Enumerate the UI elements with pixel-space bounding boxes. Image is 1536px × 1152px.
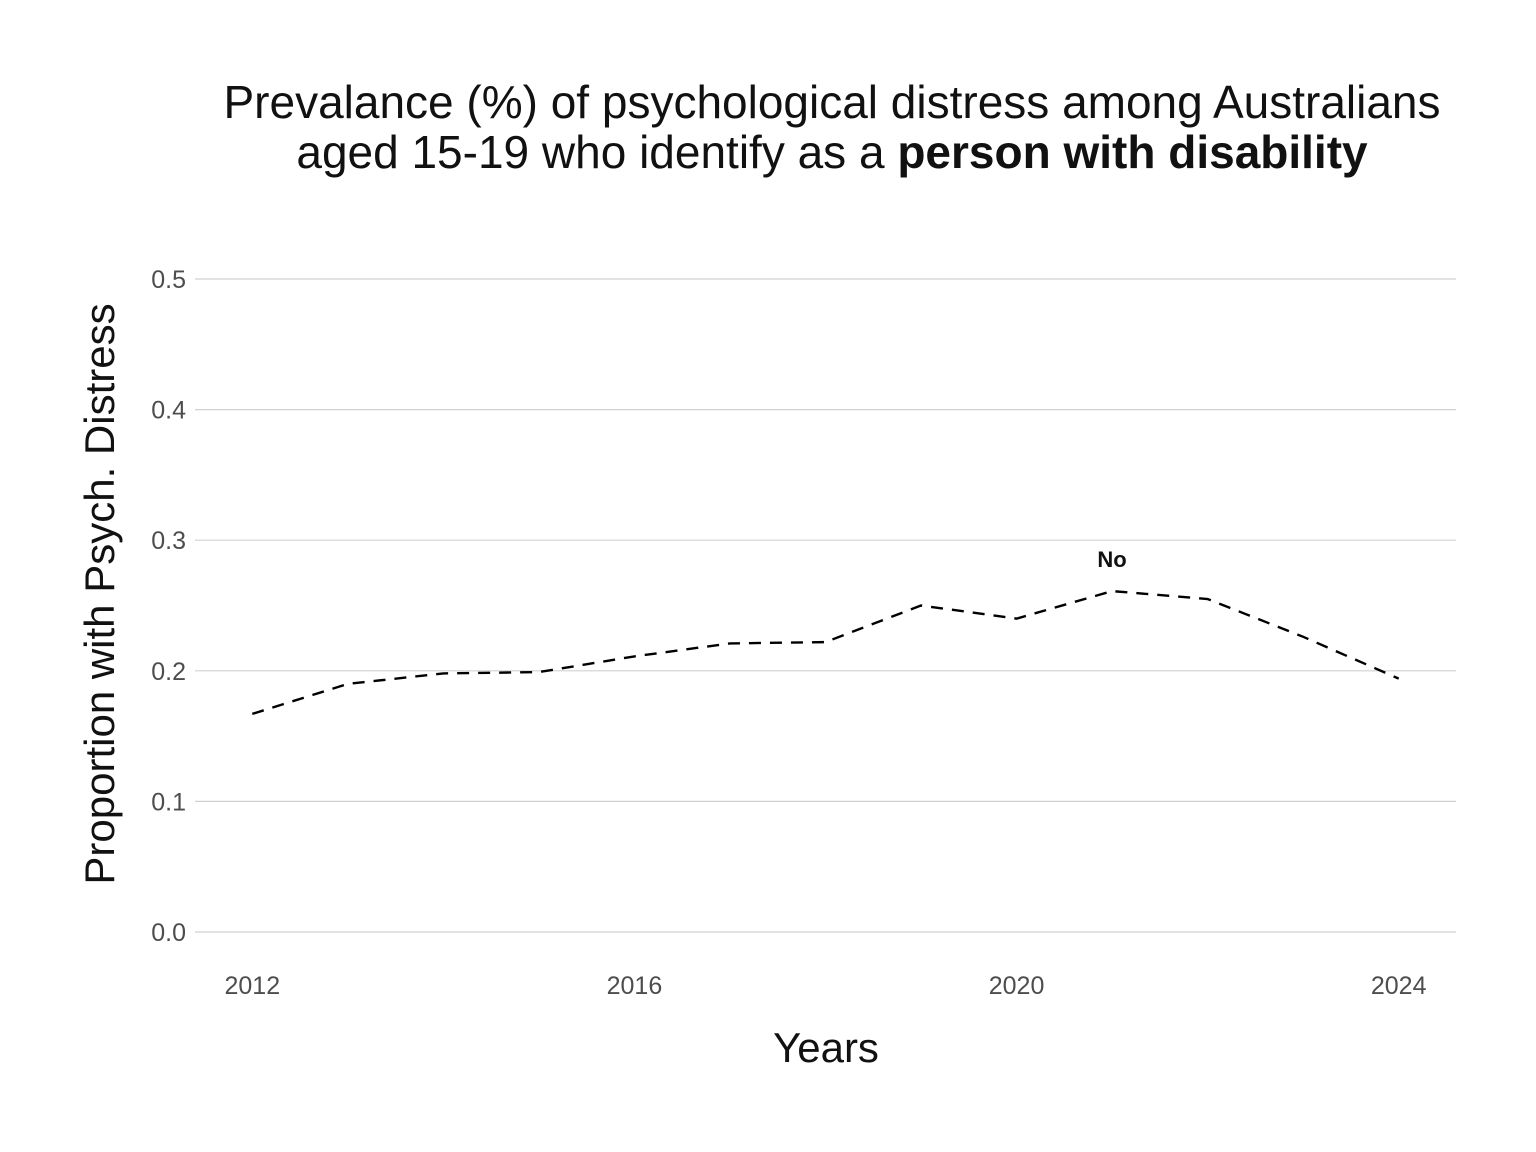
series-line-no: [251, 589, 1400, 716]
x-tick-label: 2016: [607, 972, 663, 1000]
x-tick-label: 2012: [225, 972, 281, 1000]
y-tick-labels: 0.0 0.1 0.2 0.3 0.4 0.5: [151, 266, 186, 947]
chart-title: Prevalance (%) of psychological distress…: [223, 76, 1440, 128]
chart-subtitle-line: aged 15-19 who identify as a person with…: [296, 126, 1368, 178]
y-tick-label: 0.2: [151, 658, 186, 686]
y-tick-label: 0.1: [151, 788, 186, 816]
y-tick-label: 0.5: [151, 266, 186, 294]
chart-title-line1: Prevalance (%) of psychological distress…: [223, 76, 1440, 128]
x-tick-label: 2024: [1371, 972, 1427, 1000]
series-lines: No: [251, 547, 1400, 716]
x-tick-labels: 2012 2016 2020 2024: [225, 972, 1427, 1000]
y-tick-label: 0.4: [151, 397, 186, 425]
chart-title-line2-bold: person with disability: [897, 126, 1368, 178]
chart-title-line2-regular: aged 15-19 who identify as a: [296, 126, 897, 178]
y-axis-title: Proportion with Psych. Distress: [76, 303, 123, 884]
series-label: No: [1097, 547, 1126, 572]
y-tick-label: 0.0: [151, 919, 186, 947]
gridlines: [195, 278, 1456, 933]
x-tick-label: 2020: [989, 972, 1045, 1000]
x-axis-title: Years: [773, 1024, 879, 1071]
y-tick-label: 0.3: [151, 527, 186, 555]
